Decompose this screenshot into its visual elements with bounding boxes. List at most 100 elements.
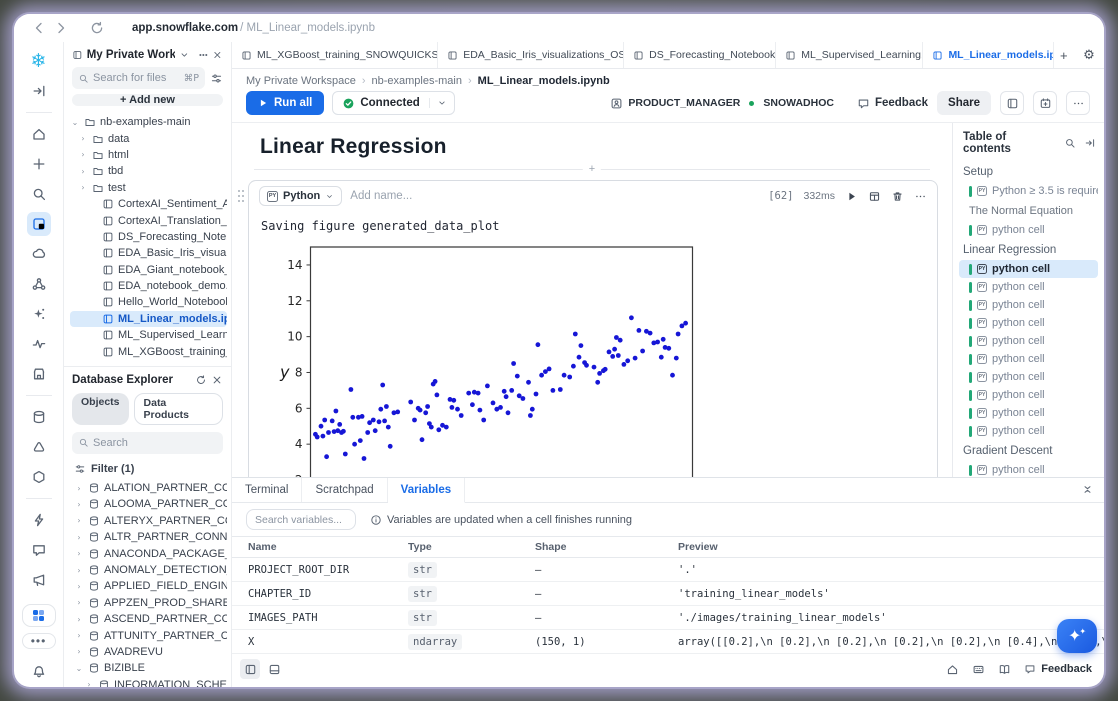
address-bar[interactable]: app.snowflake.com / ML_Linear_models.ipyn… [132, 22, 375, 34]
db-tab-data-products[interactable]: Data Products [133, 392, 223, 425]
toc-cell-item[interactable]: PY python cell [959, 368, 1098, 386]
toc-cell-item[interactable]: PY Python ≥ 3.5 is required [959, 182, 1098, 200]
settings-gear-icon[interactable]: ⚙ [1083, 47, 1095, 63]
breadcrumb-item[interactable]: nb-examples-main [371, 74, 462, 87]
database-item[interactable]: › ALATION_PARTNER_CONN... [70, 480, 227, 496]
toc-search-icon[interactable] [1064, 137, 1076, 149]
workspace-title[interactable]: My Private Work... [86, 49, 175, 61]
rail-more-button[interactable]: ••• [21, 633, 56, 649]
ai-assistant-button[interactable]: ✦ ✦ [1057, 619, 1097, 653]
variables-tab-terminal[interactable]: Terminal [232, 478, 303, 502]
tree-root-folder[interactable]: ⌄ nb-examples-main [70, 114, 227, 130]
ingestion-icon[interactable] [27, 435, 51, 459]
tree-folder[interactable]: › data [70, 130, 227, 146]
variables-collapse-icon[interactable] [1081, 483, 1094, 496]
toc-cell-item[interactable]: PY python cell [959, 221, 1098, 239]
refresh-icon[interactable] [88, 19, 106, 37]
cell-drag-handle[interactable] [237, 188, 245, 209]
tree-file[interactable]: ML_XGBoost_training_SN... [70, 343, 227, 359]
tree-file[interactable]: Hello_World_Notebook.ipy... [70, 294, 227, 310]
ai-ml-icon[interactable] [27, 302, 51, 326]
workspace-more-icon[interactable] [198, 49, 209, 61]
notifications-bell-icon[interactable] [27, 663, 51, 679]
support-icon[interactable] [27, 538, 51, 562]
database-item[interactable]: › ALOOMA_PARTNER_CONN... [70, 496, 227, 512]
tree-file[interactable]: EDA_notebook_demo.ipynb [70, 278, 227, 294]
database-item[interactable]: › ASCEND_PARTNER_CONNE... [70, 611, 227, 627]
run-cell-icon[interactable] [845, 190, 858, 203]
toc-cell-item[interactable]: PY python cell [959, 314, 1098, 332]
forward-icon[interactable] [52, 19, 70, 37]
collapse-sidebar-icon[interactable] [27, 79, 51, 103]
toc-cell-item[interactable]: PY python cell [959, 404, 1098, 422]
db-tab-objects[interactable]: Objects [72, 392, 129, 425]
toc-section-title[interactable]: Gradient Descent [963, 445, 1053, 457]
new-tab-button[interactable]: + [1060, 47, 1068, 63]
db-close-icon[interactable] [211, 374, 223, 386]
statusbar-feedback-button[interactable]: Feedback [1024, 663, 1092, 675]
create-icon[interactable] [27, 152, 51, 176]
tree-file[interactable]: ML_Supervised_Learning.i... [70, 327, 227, 343]
db-refresh-icon[interactable] [195, 374, 207, 386]
marketplace-icon[interactable] [27, 362, 51, 386]
tree-file[interactable]: CortexAI_Sentiment_Anal... [70, 196, 227, 212]
schedule-button[interactable] [1033, 91, 1057, 115]
database-item[interactable]: › ANACONDA_PACKAGE_SH... [70, 545, 227, 561]
toc-cell-item[interactable]: PY python cell [959, 332, 1098, 350]
shortcuts-icon[interactable] [972, 663, 985, 676]
back-icon[interactable] [30, 19, 48, 37]
schema-item[interactable]: › INFORMATION_SCHEMA [70, 677, 227, 687]
workspace-close-icon[interactable] [212, 49, 223, 61]
tree-file[interactable]: DS_Forecasting_Noteboo... [70, 229, 227, 245]
tree-file[interactable]: EDA_Basic_Iris_visualizatio... [70, 245, 227, 261]
database-item[interactable]: › ALTERYX_PARTNER_CONN... [70, 513, 227, 529]
cell-results-icon[interactable] [868, 190, 881, 203]
chevron-down-icon[interactable] [179, 49, 190, 61]
toc-cell-item[interactable]: PY python cell [959, 278, 1098, 296]
tree-file[interactable]: ML_Linear_models.ipynb [70, 310, 227, 328]
run-all-button[interactable]: Run all [246, 91, 325, 115]
variables-search-input[interactable]: Search variables... [246, 509, 356, 530]
toc-cell-item[interactable]: PY python cell [959, 260, 1098, 278]
collaboration-icon[interactable] [27, 272, 51, 296]
docs-book-icon[interactable] [998, 663, 1011, 676]
toc-cell-item[interactable]: PY python cell [959, 386, 1098, 404]
toc-cell-item[interactable]: PY python cell [959, 296, 1098, 314]
db-filter[interactable]: Filter (1) [64, 459, 231, 478]
tree-folder[interactable]: › test [70, 180, 227, 196]
role-selector[interactable]: PRODUCT_MANAGER [610, 97, 740, 110]
tab-EDA_Basic_Iris_visualizations_OSS.ipynb[interactable]: EDA_Basic_Iris_visualizations_OSS.ipynb [438, 42, 625, 68]
database-item[interactable]: ⌄ BIZIBLE [70, 660, 227, 676]
governance-icon[interactable] [27, 465, 51, 489]
home-icon[interactable] [27, 122, 51, 146]
tab-DS_Forecasting_Notebook.ipynb[interactable]: DS_Forecasting_Notebook.ipynb [624, 42, 777, 68]
tree-file[interactable]: EDA_Giant_notebook_170c... [70, 262, 227, 278]
toc-cell-item[interactable]: PY python cell [959, 350, 1098, 368]
variable-row[interactable]: CHAPTER_ID str –'training_linear_models' [232, 581, 1104, 606]
breadcrumb-item[interactable]: ML_Linear_models.ipynb [477, 74, 610, 87]
connection-dropdown[interactable] [428, 98, 454, 108]
toc-section-title[interactable]: Linear Regression [963, 244, 1057, 256]
breadcrumb-item[interactable]: My Private Workspace [246, 74, 356, 87]
variable-row[interactable]: IMAGES_PATH str – './images/training_linear… [232, 605, 1104, 630]
share-button[interactable]: Share [937, 91, 991, 115]
variable-row[interactable]: PROJECT_ROOT_DIR str – '.' [232, 557, 1104, 582]
tab-ML_Linear_models.ipynb[interactable]: ML_Linear_models.ipynb [923, 42, 1054, 68]
feedback-button[interactable]: Feedback [857, 97, 928, 110]
database-item[interactable]: › AVADREVU [70, 644, 227, 660]
data-cloud-icon[interactable] [27, 242, 51, 266]
admin-icon[interactable] [27, 508, 51, 532]
database-item[interactable]: › ATTUNITY_PARTNER_CON... [70, 627, 227, 643]
panel-layout-button[interactable] [1000, 91, 1024, 115]
variables-tab-variables[interactable]: Variables [387, 478, 466, 503]
tree-folder[interactable]: › tbd [70, 163, 227, 179]
database-item[interactable]: › APPZEN_PROD_SHARE [70, 595, 227, 611]
more-actions-button[interactable] [1066, 91, 1090, 115]
toggle-bottom-panel-icon[interactable] [264, 659, 284, 679]
cell-more-icon[interactable] [914, 190, 927, 203]
database-item[interactable]: › APPLIED_FIELD_ENGINEERI... [70, 578, 227, 594]
cell-name-input[interactable]: Add name... [350, 190, 413, 202]
tab-ML_XGBoost_training_SNOWQUICKSTART.ipy[interactable]: ML_XGBoost_training_SNOWQUICKSTART.ipy [232, 42, 439, 68]
announcements-icon[interactable] [27, 568, 51, 592]
cell-language-selector[interactable]: PY Python [259, 186, 343, 206]
